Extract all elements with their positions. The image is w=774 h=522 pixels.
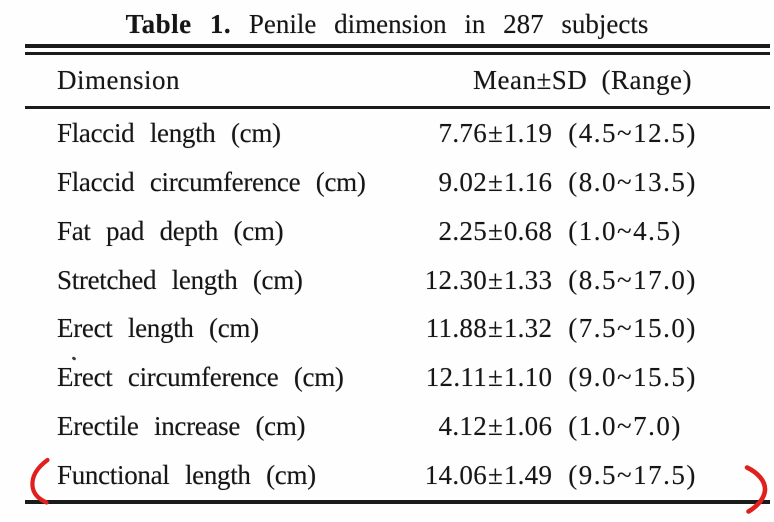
header-dimension: Dimension bbox=[57, 65, 180, 95]
mean-value: 2.25 bbox=[438, 215, 487, 246]
sd-value: 1.49 bbox=[503, 460, 553, 491]
range-value: (4.5~12.5) bbox=[568, 117, 697, 148]
top-double-rule bbox=[25, 44, 770, 55]
sd-value: 1.16 bbox=[503, 166, 553, 197]
plus-minus-sign: ± bbox=[488, 362, 503, 393]
sd-value: 1.19 bbox=[503, 117, 553, 148]
plus-minus-sign: ± bbox=[488, 411, 503, 442]
dimension-label: Stretched length (cm) bbox=[57, 264, 303, 295]
mean-value: 14.06 bbox=[424, 460, 487, 491]
dimension-label: Flaccid length (cm) bbox=[57, 117, 281, 148]
header-mean-sd-range: Mean±SD (Range) bbox=[473, 65, 693, 95]
table-row: Erect circumference (cm) 12.11 ±1.10 (9.0~… bbox=[25, 353, 770, 402]
value-cell: 7.76 ±1.19 (4.5~12.5) bbox=[400, 118, 697, 149]
table-row-functional-length: Functional length (cm) 14.06 ±1.49 (9.5~17… bbox=[25, 451, 770, 500]
mean-value: 9.02 bbox=[438, 166, 487, 197]
mean-value: 11.88 bbox=[425, 313, 487, 344]
sd-value: 1.06 bbox=[503, 411, 553, 442]
dimension-label: Fat pad depth (cm) bbox=[57, 215, 284, 246]
range-value: (1.0~4.5) bbox=[568, 215, 682, 246]
table-header-row: Dimension Mean±SD (Range) bbox=[25, 55, 770, 106]
table-row: Flaccid length (cm) 7.76 ±1.19 (4.5~12.5) bbox=[25, 109, 770, 158]
range-value: (8.5~17.0) bbox=[568, 264, 697, 295]
mean-value: 7.76 bbox=[438, 117, 487, 148]
data-table: Dimension Mean±SD (Range) Flaccid length… bbox=[25, 44, 770, 504]
table-body: Flaccid length (cm) 7.76 ±1.19 (4.5~12.5) … bbox=[25, 109, 770, 500]
sd-value: 1.32 bbox=[503, 313, 553, 344]
sd-value: 1.33 bbox=[503, 264, 553, 295]
table-row: Flaccid circumference (cm) 9.02 ±1.16 (8.0… bbox=[25, 158, 770, 207]
plus-minus-sign: ± bbox=[488, 313, 503, 344]
table-row: Erectile increase (cm) 4.12 ±1.06 (1.0~7.0… bbox=[25, 402, 770, 451]
table-caption: Table 1. Penile dimension in 287 subject… bbox=[0, 6, 774, 42]
table-caption-number: Table 1. bbox=[125, 9, 232, 39]
table-caption-text: Penile dimension in 287 subjects bbox=[248, 9, 649, 39]
value-cell: 11.88 ±1.32 (7.5~15.0) bbox=[400, 313, 697, 344]
value-cell: 9.02 ±1.16 (8.0~13.5) bbox=[400, 167, 697, 198]
header-rule bbox=[25, 106, 770, 109]
value-cell: 2.25 ±0.68 (1.0~4.5) bbox=[400, 216, 682, 247]
value-cell: 12.11 ±1.10 (9.0~15.5) bbox=[400, 362, 697, 393]
value-cell: 12.30 ±1.33 (8.5~17.0) bbox=[400, 265, 697, 296]
range-value: (9.5~17.5) bbox=[568, 460, 697, 491]
mean-value: 4.12 bbox=[438, 411, 487, 442]
table-row: Fat pad depth (cm) 2.25 ±0.68 (1.0~4.5) bbox=[25, 207, 770, 256]
dimension-label: Flaccid circumference (cm) bbox=[57, 166, 366, 197]
value-cell: 14.06 ±1.49 (9.5~17.5) bbox=[400, 460, 697, 491]
range-value: (8.0~13.5) bbox=[568, 166, 697, 197]
sd-value: 1.10 bbox=[503, 362, 553, 393]
plus-minus-sign: ± bbox=[488, 166, 503, 197]
table-row: Stretched length (cm) 12.30 ±1.33 (8.5~17.… bbox=[25, 256, 770, 305]
dimension-label: Erect circumference (cm) bbox=[57, 362, 344, 393]
bottom-rule bbox=[25, 500, 770, 504]
value-cell: 4.12 ±1.06 (1.0~7.0) bbox=[400, 411, 682, 442]
range-value: (9.0~15.5) bbox=[568, 362, 697, 393]
plus-minus-sign: ± bbox=[488, 460, 503, 491]
table-row: Erect length (cm) 11.88 ±1.32 (7.5~15.0) bbox=[25, 305, 770, 354]
dimension-label: Erect length (cm) bbox=[57, 313, 259, 344]
plus-minus-sign: ± bbox=[488, 215, 503, 246]
plus-minus-sign: ± bbox=[488, 264, 503, 295]
plus-minus-sign: ± bbox=[488, 117, 503, 148]
dimension-label: Functional length (cm) bbox=[57, 460, 316, 491]
dimension-label: Erectile increase (cm) bbox=[57, 411, 306, 442]
mean-value: 12.11 bbox=[425, 362, 487, 393]
range-value: (7.5~15.0) bbox=[568, 313, 697, 344]
range-value: (1.0~7.0) bbox=[568, 411, 682, 442]
sd-value: 0.68 bbox=[503, 215, 553, 246]
mean-value: 12.30 bbox=[424, 264, 487, 295]
